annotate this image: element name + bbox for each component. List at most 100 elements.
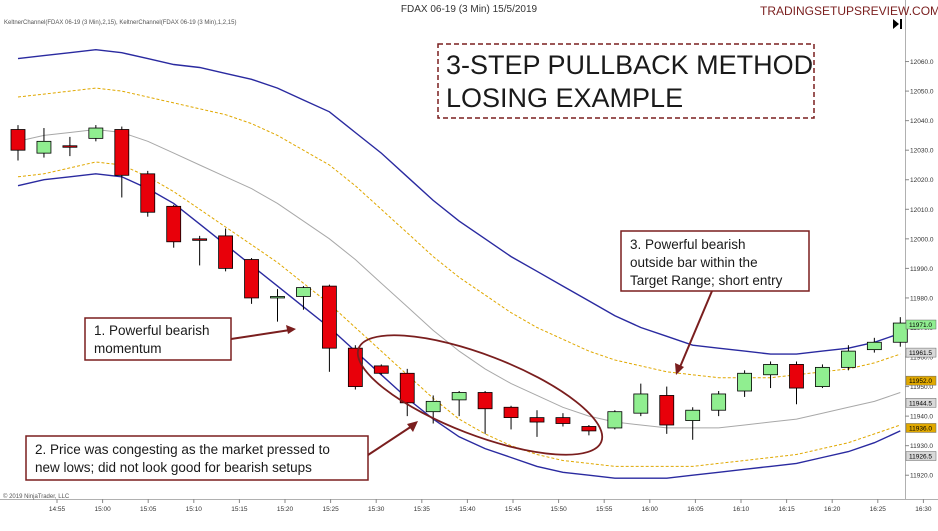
candle-body bbox=[685, 409, 701, 421]
candle bbox=[270, 289, 285, 322]
candle bbox=[607, 410, 623, 430]
x-tick-label: 15:55 bbox=[596, 506, 613, 513]
candle bbox=[633, 383, 649, 417]
x-tick-label: 15:30 bbox=[368, 506, 385, 513]
candle-body bbox=[62, 145, 78, 148]
candle bbox=[685, 407, 701, 440]
annotation-1-line-2: momentum bbox=[94, 341, 162, 356]
candle bbox=[88, 125, 104, 142]
y-tick-label: 11950.0 bbox=[910, 384, 933, 391]
scroll-end-button[interactable] bbox=[890, 17, 904, 31]
x-tick-label: 16:05 bbox=[687, 506, 704, 513]
candle bbox=[529, 410, 545, 437]
candle-body bbox=[555, 417, 571, 424]
annotation-1-arrowhead bbox=[286, 325, 296, 334]
price-tag-label: 11961.5 bbox=[909, 350, 932, 357]
price-tags: 11971.0 11961.5 11952.0 11944.5 11936.0 11926… bbox=[905, 319, 937, 461]
x-tick-label: 14:55 bbox=[49, 506, 66, 513]
y-tick-label: 12010.0 bbox=[910, 207, 934, 214]
candle bbox=[841, 345, 856, 371]
candle-body bbox=[477, 392, 493, 410]
candle bbox=[166, 204, 182, 248]
x-tick-label: 15:35 bbox=[414, 506, 431, 513]
y-tick-label: 11990.0 bbox=[910, 266, 933, 273]
candle bbox=[477, 391, 493, 434]
candle-body bbox=[789, 364, 804, 389]
play-icon[interactable] bbox=[893, 19, 899, 29]
candle bbox=[321, 284, 337, 372]
annotation-2-arrowhead bbox=[407, 421, 418, 432]
candle-body bbox=[711, 393, 727, 411]
candle bbox=[36, 128, 52, 158]
annotation-1-arrow bbox=[230, 329, 291, 340]
y-tick-label: 12050.0 bbox=[910, 89, 934, 96]
candle-body bbox=[88, 127, 104, 139]
candle-body bbox=[321, 285, 337, 349]
price-tag-label: 11926.5 bbox=[909, 454, 932, 461]
annotation-3: 3. Powerful bearish outside bar within t… bbox=[620, 230, 810, 375]
annotation-2-line-1: 2. Price was congesting as the market pr… bbox=[35, 442, 330, 457]
y-tick-label: 12000.0 bbox=[910, 236, 934, 243]
x-tick-label: 16:00 bbox=[642, 506, 659, 513]
keltner-channels bbox=[17, 48, 901, 479]
y-tick-label: 11940.0 bbox=[910, 414, 933, 421]
y-tick-label: 11930.0 bbox=[910, 443, 933, 450]
annotation-2-line-2: new lows; did not look good for bearish … bbox=[35, 460, 312, 475]
x-tick-label: 15:25 bbox=[322, 506, 339, 513]
inner-lower-band bbox=[17, 161, 901, 467]
candle bbox=[581, 424, 597, 436]
annotation-3-line-1: 3. Powerful bearish bbox=[630, 237, 746, 252]
price-tag-label: 11936.0 bbox=[909, 425, 932, 432]
headline-box: 3-STEP PULLBACK METHOD LOSING EXAMPLE bbox=[437, 43, 815, 119]
outer-upper-band bbox=[17, 48, 901, 355]
candle bbox=[892, 317, 908, 347]
outer-lower-band bbox=[17, 173, 901, 479]
middle-line bbox=[17, 128, 901, 429]
y-tick-label: 11920.0 bbox=[910, 473, 933, 480]
headline-frame bbox=[437, 43, 815, 119]
candle-body bbox=[425, 400, 441, 413]
candle bbox=[555, 413, 571, 427]
price-tag-bg bbox=[905, 375, 937, 386]
x-tick-label: 15:20 bbox=[277, 506, 294, 513]
candle-body bbox=[659, 395, 675, 426]
candle bbox=[114, 126, 130, 198]
price-tag-bg bbox=[905, 451, 937, 461]
y-tick-label: 12060.0 bbox=[910, 59, 934, 66]
candle-body bbox=[114, 129, 130, 176]
y-tick-label: 11960.0 bbox=[910, 355, 933, 362]
congestion-ellipse bbox=[356, 334, 604, 456]
candle bbox=[737, 370, 752, 397]
x-tick-label: 15:05 bbox=[140, 506, 157, 513]
price-tag-label: 11952.0 bbox=[909, 378, 932, 385]
candle-body bbox=[866, 341, 882, 351]
x-tick-label: 16:20 bbox=[824, 506, 841, 513]
website-watermark: TRADINGSETUPSREVIEW.COM bbox=[760, 4, 938, 18]
price-tag: 11971.0 bbox=[905, 319, 937, 330]
x-tick-label: 16:25 bbox=[870, 506, 887, 513]
candle bbox=[815, 364, 830, 389]
candle bbox=[503, 405, 519, 430]
price-tag: 11926.5 bbox=[905, 451, 937, 461]
x-tick-label: 15:15 bbox=[231, 506, 248, 513]
candle bbox=[218, 228, 234, 272]
price-tag-label: 11944.5 bbox=[909, 400, 932, 407]
x-tick-label: 15:10 bbox=[186, 506, 203, 513]
price-tag-bg bbox=[905, 423, 937, 433]
inner-upper-band bbox=[17, 87, 901, 379]
candle bbox=[244, 258, 259, 304]
price-tag-bg bbox=[905, 347, 937, 358]
candle bbox=[451, 391, 467, 417]
price-tag-bg bbox=[905, 398, 937, 408]
y-tick-label: 12020.0 bbox=[910, 177, 934, 184]
candle-body bbox=[270, 296, 285, 299]
candle-body bbox=[218, 235, 234, 269]
candle bbox=[296, 286, 311, 310]
x-tick-label: 15:45 bbox=[505, 506, 522, 513]
y-tick-label: 12030.0 bbox=[910, 148, 934, 155]
axis-labels: 11920.011930.011940.011950.011960.011970… bbox=[49, 59, 934, 513]
x-tick-label: 16:10 bbox=[733, 506, 750, 513]
candles bbox=[10, 125, 908, 440]
play-end-icon[interactable] bbox=[900, 19, 902, 29]
